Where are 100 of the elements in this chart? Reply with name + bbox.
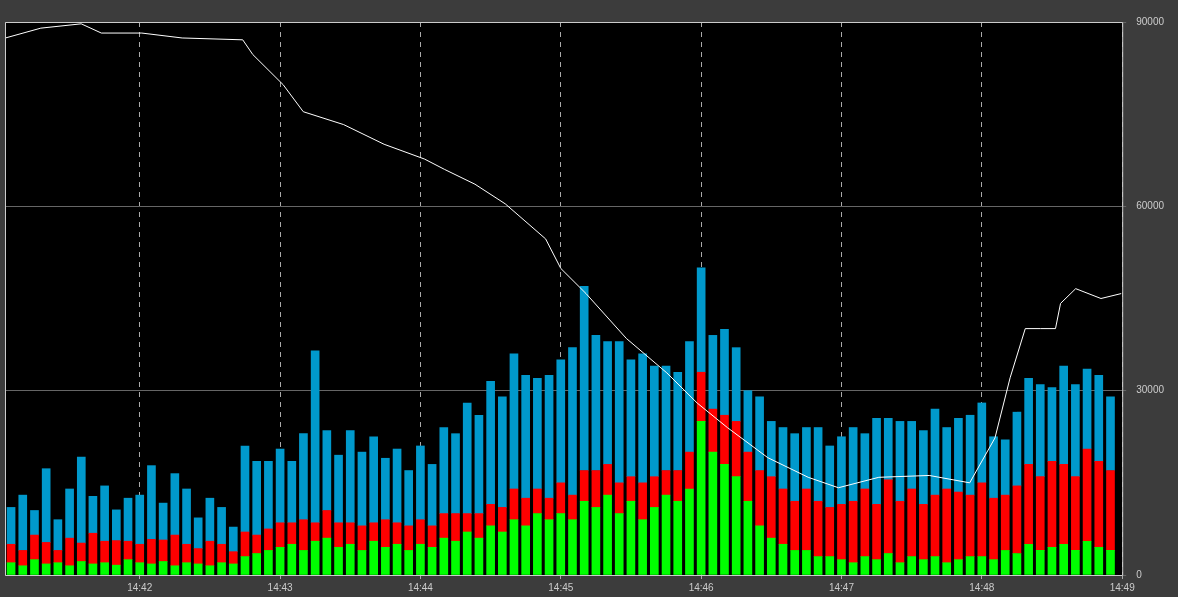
bar [509, 353, 519, 490]
bar [1035, 550, 1045, 575]
bar [533, 513, 542, 575]
bar [170, 565, 180, 575]
bar [88, 563, 98, 575]
bar [381, 519, 390, 548]
bar [439, 537, 449, 575]
bar [158, 561, 168, 575]
bar [30, 510, 39, 536]
bar [919, 559, 928, 575]
bar [556, 513, 566, 575]
bar [18, 565, 28, 575]
bar [766, 421, 776, 478]
bar [76, 542, 86, 562]
bar [30, 559, 39, 575]
bar [790, 550, 800, 575]
bar [790, 433, 800, 502]
bar [954, 417, 963, 493]
bar [18, 494, 28, 551]
bar [708, 451, 718, 575]
bar [696, 421, 706, 575]
bar [802, 488, 811, 551]
bar [264, 461, 273, 530]
bar [474, 537, 484, 575]
bar [100, 485, 109, 542]
bar [626, 476, 636, 502]
bar [1000, 550, 1010, 575]
bar [1000, 494, 1010, 551]
bar [802, 550, 811, 575]
bar [404, 550, 414, 575]
bar [6, 507, 16, 545]
bar [158, 502, 168, 541]
bar [544, 519, 554, 575]
bar [1059, 543, 1068, 575]
bar [1012, 411, 1022, 487]
y-tick-label: 90000 [1136, 15, 1165, 27]
bar [451, 540, 460, 575]
bar [287, 461, 297, 524]
bar [638, 519, 647, 575]
bar [895, 421, 905, 502]
bar [1047, 547, 1057, 575]
bar [1047, 387, 1057, 462]
bar [30, 534, 39, 560]
bar [614, 341, 624, 484]
bar [392, 448, 402, 524]
bar [1094, 461, 1104, 548]
bar [743, 390, 753, 453]
bar [111, 564, 121, 575]
bar [369, 522, 378, 542]
bar [345, 543, 355, 575]
bar [1106, 470, 1115, 551]
bar [860, 488, 870, 557]
bar [1082, 448, 1092, 542]
bar [883, 479, 893, 554]
bar [439, 427, 449, 514]
bar [1059, 365, 1068, 465]
bar [942, 488, 952, 564]
bar [252, 553, 262, 575]
bar [264, 528, 273, 551]
bar [100, 540, 109, 564]
bar [977, 556, 987, 575]
bar [579, 285, 589, 471]
bar [743, 451, 753, 502]
bar [626, 500, 636, 575]
bar [895, 562, 905, 575]
bar [416, 445, 425, 521]
bar [135, 562, 145, 575]
bar [638, 353, 647, 484]
bar [591, 335, 601, 471]
bar [123, 559, 133, 575]
bar [708, 335, 718, 410]
bar [135, 543, 145, 564]
bar [673, 470, 683, 502]
bar [228, 551, 238, 565]
bar [416, 543, 425, 575]
bar [462, 513, 472, 533]
bar [556, 359, 566, 484]
bar [486, 525, 495, 575]
bar [217, 507, 226, 545]
bar [287, 522, 297, 545]
bar [498, 507, 507, 533]
y-tick-label: 60000 [1136, 200, 1165, 212]
bar [731, 421, 741, 478]
bar [521, 374, 530, 499]
bar [778, 427, 788, 490]
bar [696, 267, 706, 373]
bar [135, 494, 145, 545]
x-tick-label: 14:46 [688, 581, 715, 593]
bar [123, 497, 133, 542]
bar [451, 513, 460, 542]
bar [591, 470, 601, 508]
bar [41, 542, 51, 565]
bar [322, 537, 332, 575]
bar [813, 556, 823, 575]
bar [427, 464, 437, 527]
bar [614, 482, 624, 514]
bar [813, 500, 823, 557]
bar [1082, 368, 1092, 450]
bar [100, 562, 109, 575]
bar [53, 562, 63, 575]
